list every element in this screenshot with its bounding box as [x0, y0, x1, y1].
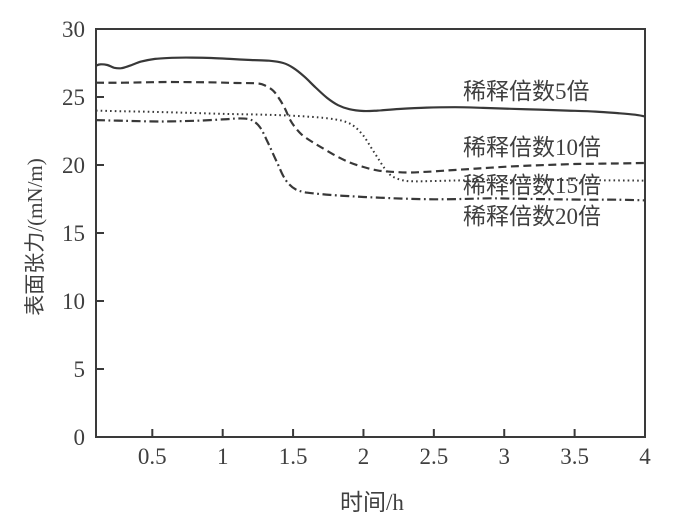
y-tick-label: 20 [62, 153, 85, 178]
y-axis-title: 表面张力/(mN/m) [23, 158, 47, 316]
x-tick-label: 1.5 [279, 444, 308, 469]
x-tick-label: 2.5 [419, 444, 448, 469]
series-line-dilution-20x [95, 117, 646, 202]
y-tick-label: 0 [74, 425, 86, 450]
y-tick-label: 10 [62, 289, 85, 314]
series-label-dilution-15x: 稀释倍数15倍 [463, 173, 601, 198]
series-label-dilution-5x: 稀释倍数5倍 [463, 79, 590, 104]
x-tick-label: 4 [639, 444, 651, 469]
series-label-dilution-20x: 稀释倍数20倍 [463, 204, 601, 229]
x-axis-title: 时间/h [340, 490, 404, 512]
series-label-dilution-10x: 稀释倍数10倍 [463, 135, 601, 160]
x-tick-label: 0.5 [138, 444, 167, 469]
x-tick-label: 2 [358, 444, 370, 469]
y-tick-label: 15 [62, 221, 85, 246]
series-line-dilution-5x [95, 56, 646, 118]
y-tick-label: 5 [74, 357, 86, 382]
x-tick-label: 3 [498, 444, 510, 469]
series-line-dilution-10x [95, 80, 646, 174]
x-tick-label: 3.5 [560, 444, 589, 469]
y-tick-label: 30 [62, 17, 85, 42]
y-tick-label: 25 [62, 85, 85, 110]
x-tick-label: 1 [217, 444, 229, 469]
